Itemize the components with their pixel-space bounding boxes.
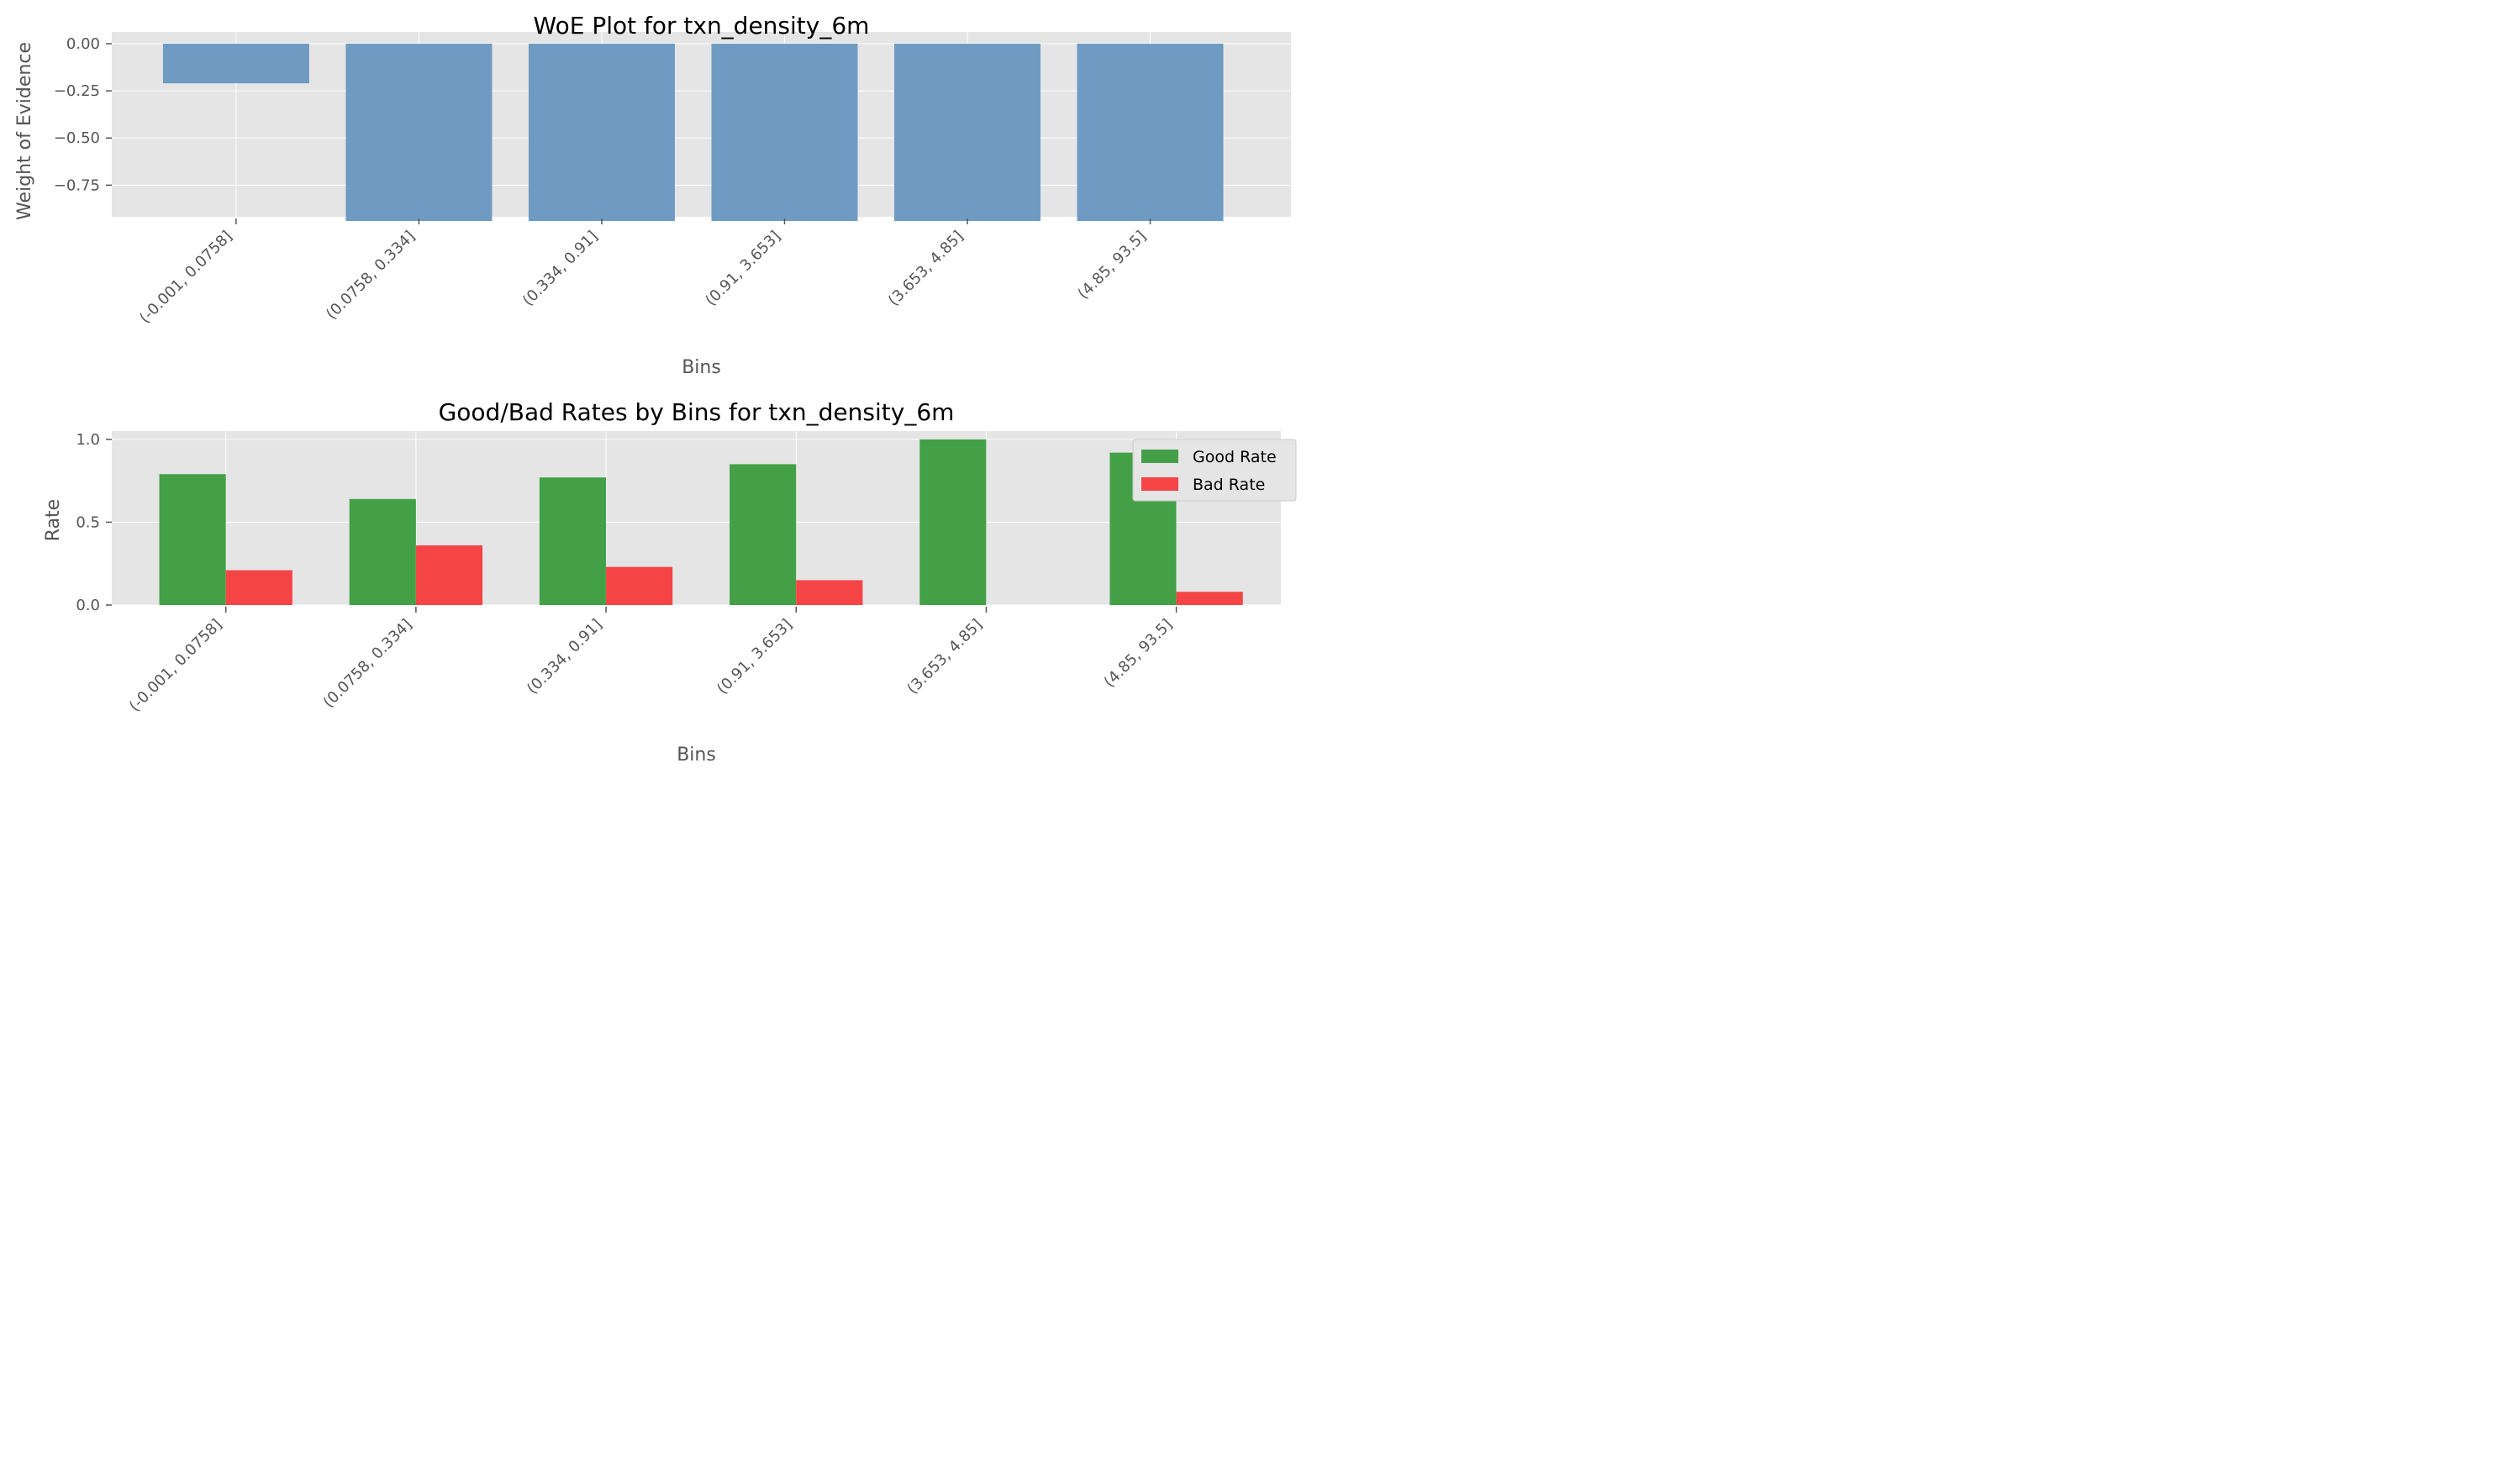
woe-y-tick-label: −0.50 — [54, 129, 100, 147]
rate-chart: 0.0 0.5 1.0 (-0.001, 0.0758] (0.0758, 0.334… — [43, 398, 1297, 766]
woe-y-ticks: 0.00 −0.25 −0.50 −0.75 — [54, 35, 112, 194]
rate-x-tick-label: (3.653, 4.85] — [904, 616, 986, 698]
bad-rate-bar-0-001-0-0758 — [225, 570, 292, 605]
bad-rate-bar-0-91-3-653 — [796, 580, 863, 605]
rate-y-tick-label: 1.0 — [76, 431, 100, 449]
legend-swatch-bad-rate — [1141, 477, 1178, 491]
rate-y-tick-label: 0.0 — [76, 597, 100, 614]
rate-x-ticks: (-0.001, 0.0758] (0.0758, 0.334] (0.334, 0… — [126, 607, 1177, 715]
woe-x-tick-label: (3.653, 4.85] — [885, 228, 967, 310]
woe-x-tick-label: (0.334, 0.91] — [519, 228, 602, 310]
woe-y-tick-label: −0.25 — [54, 82, 100, 100]
chart-canvas: 0.00 −0.25 −0.50 −0.75 (-0.001, 0.0758] (0.0… — [14, 12, 1297, 766]
woe-chart: 0.00 −0.25 −0.50 −0.75 (-0.001, 0.0758] (0.0… — [14, 12, 1291, 378]
rate-plot-area — [112, 431, 1281, 605]
good-rate-bar-3-653-4-85 — [919, 439, 987, 605]
bad-rate-bar-0-0758-0-334 — [415, 545, 483, 605]
woe-x-tick-label: (0.0758, 0.334] — [323, 228, 419, 324]
good-rate-bar-0-001-0-0758 — [159, 474, 226, 605]
rate-x-tick-label: (0.334, 0.91] — [524, 616, 606, 698]
rate-y-ticks: 0.0 0.5 1.0 — [76, 431, 112, 614]
rate-legend: Good Rate Bad Rate — [1132, 439, 1297, 502]
rate-y-axis-label: Rate — [43, 499, 64, 541]
legend-label-good-rate: Good Rate — [1193, 448, 1277, 466]
rate-x-tick-label: (4.85, 93.5] — [1101, 616, 1177, 692]
bad-rate-bar-4-85-93-5 — [1176, 592, 1243, 605]
woe-bar-3-653-4-85 — [893, 44, 1040, 222]
woe-chart-title: WoE Plot for txn_density_6m — [534, 12, 870, 39]
woe-bar-0-0758-0-334 — [345, 44, 493, 222]
woe-bars — [162, 44, 1224, 222]
rate-x-axis-label: Bins — [677, 745, 716, 766]
woe-x-tick-label: (4.85, 93.5] — [1074, 228, 1150, 303]
rate-x-tick-label: (-0.001, 0.0758] — [126, 616, 225, 715]
woe-y-axis-label: Weight of Evidence — [14, 42, 35, 220]
woe-bar-4-85-93-5 — [1077, 44, 1224, 222]
woe-bar-0-91-3-653 — [711, 44, 858, 222]
woe-bar-0-001-0-0758 — [162, 44, 309, 84]
woe-y-tick-label: 0.00 — [66, 35, 100, 53]
bad-rate-bar-0-334-0-91 — [606, 566, 673, 605]
woe-x-ticks: (-0.001, 0.0758] (0.0758, 0.334] (0.334, 0… — [136, 218, 1151, 327]
rate-y-tick-label: 0.5 — [76, 513, 100, 531]
good-rate-bar-0-0758-0-334 — [349, 498, 416, 605]
good-rate-bar-0-91-3-653 — [730, 464, 797, 605]
woe-x-tick-label: (0.91, 3.653] — [702, 228, 784, 310]
woe-y-tick-label: −0.75 — [54, 176, 100, 194]
woe-x-axis-label: Bins — [682, 357, 721, 378]
good-rate-bar-0-334-0-91 — [539, 477, 607, 605]
legend-swatch-good-rate — [1141, 450, 1178, 463]
woe-x-tick-label: (-0.001, 0.0758] — [136, 228, 235, 327]
legend-label-bad-rate: Bad Rate — [1193, 476, 1265, 494]
woe-bar-0-334-0-91 — [528, 44, 675, 222]
rate-x-tick-label: (0.0758, 0.334] — [320, 616, 416, 712]
rate-x-tick-label: (0.91, 3.653] — [714, 616, 796, 698]
rate-chart-title: Good/Bad Rates by Bins for txn_density_6… — [439, 398, 955, 426]
